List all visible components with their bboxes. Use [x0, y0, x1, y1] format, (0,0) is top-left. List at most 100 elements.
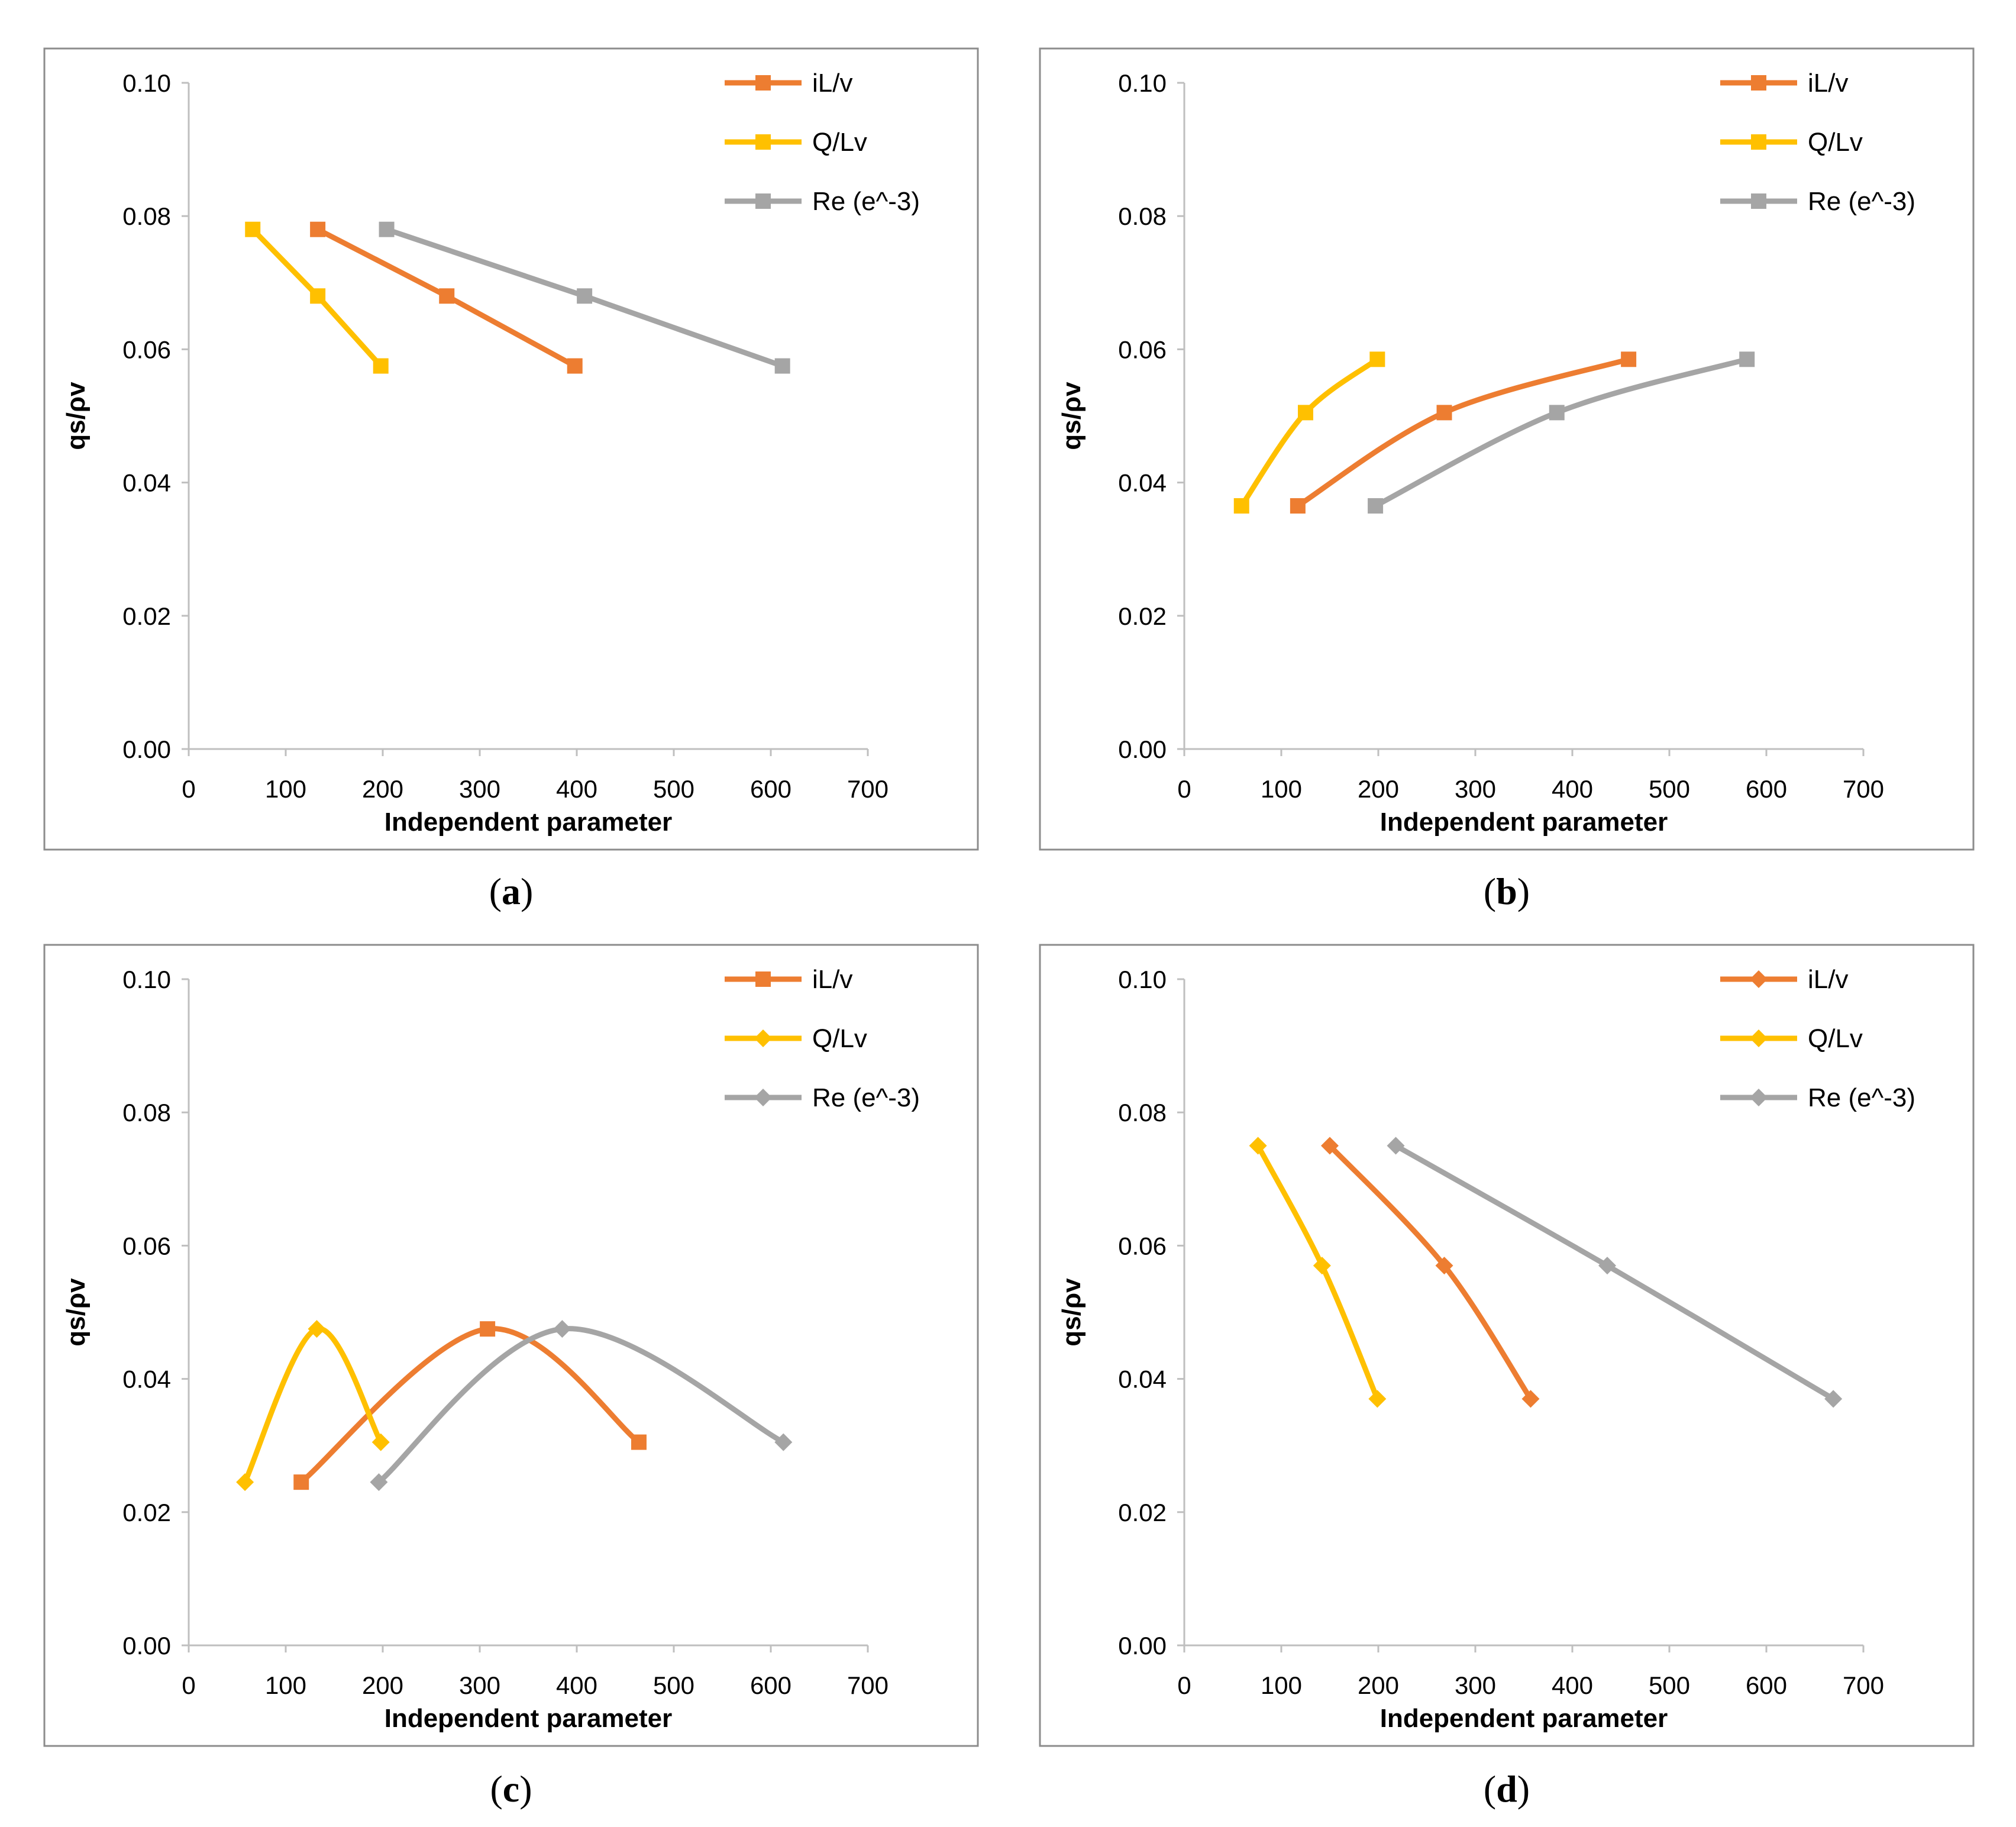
y-tick-label: 0.10	[122, 966, 171, 993]
data-point	[1598, 1257, 1617, 1275]
data-point	[1435, 1257, 1453, 1275]
series-il-v	[310, 221, 583, 374]
legend-marker	[755, 971, 771, 987]
caption-open: (	[1484, 870, 1496, 912]
data-point	[1387, 1137, 1405, 1155]
legend-item: Re (e^-3)	[1720, 1083, 1915, 1112]
data-point	[1368, 498, 1384, 514]
x-tick-label: 100	[265, 775, 306, 803]
series-re-e-3	[370, 1320, 793, 1492]
caption-letter: a	[502, 870, 521, 912]
series-q-lv	[245, 221, 389, 374]
x-tick-label: 200	[1358, 775, 1399, 803]
y-tick-label: 0.00	[122, 735, 171, 763]
x-tick-label: 500	[653, 775, 694, 803]
caption-letter: d	[1496, 1768, 1517, 1810]
caption-open: (	[489, 870, 502, 912]
panel-caption: (c)	[490, 1768, 532, 1810]
legend-marker	[1751, 193, 1766, 209]
legend-marker	[1750, 1029, 1768, 1047]
x-tick-label: 200	[362, 1671, 403, 1699]
legend-label: iL/v	[812, 69, 852, 98]
panel-frame	[1039, 47, 1975, 851]
y-axis-title: qs/ρv	[1057, 382, 1086, 450]
caption-letter: c	[503, 1768, 519, 1810]
panel-caption: (a)	[489, 870, 534, 912]
legend-item: iL/v	[1720, 965, 1848, 994]
caption-close: )	[1517, 1768, 1530, 1810]
y-tick-label: 0.04	[122, 469, 171, 497]
x-tick-label: 400	[556, 1671, 597, 1699]
legend-item: Q/Lv	[725, 128, 867, 157]
legend-item: Q/Lv	[1720, 128, 1863, 157]
x-tick-label: 0	[182, 775, 195, 803]
y-tick-label: 0.04	[1118, 1366, 1167, 1393]
series-q-lv	[1249, 1137, 1387, 1408]
x-tick-label: 300	[459, 775, 500, 803]
data-point	[310, 221, 326, 237]
x-tick-label: 0	[1177, 1671, 1191, 1699]
data-point	[236, 1473, 254, 1492]
series-q-lv	[1233, 351, 1385, 514]
y-tick-label: 0.00	[1118, 735, 1167, 763]
data-point	[379, 221, 395, 237]
data-point	[553, 1320, 571, 1338]
legend-marker	[1750, 970, 1768, 988]
x-tick-label: 400	[1552, 1671, 1593, 1699]
legend-item: Re (e^-3)	[1720, 187, 1915, 216]
legend-marker	[755, 75, 771, 91]
y-tick-label: 0.10	[1118, 966, 1167, 993]
caption-open: (	[490, 1768, 502, 1810]
series-il-v	[1321, 1137, 1540, 1408]
x-tick-label: 200	[362, 775, 403, 803]
y-tick-label: 0.06	[122, 1232, 171, 1260]
data-point	[310, 288, 326, 304]
legend-item: iL/v	[1720, 69, 1848, 98]
panel-frame	[1039, 944, 1975, 1747]
series-re-e-3	[1368, 351, 1755, 514]
x-axis-title: Independent parameter	[1380, 808, 1668, 837]
data-point	[1824, 1390, 1843, 1408]
chart-panel-d: 0.00 0.02 0.04 0.06 0.08 0.10 0 100 200 300 400 500…	[1039, 944, 1975, 1810]
y-tick-label: 0.02	[1118, 602, 1167, 630]
y-tick-label: 0.04	[1118, 469, 1167, 497]
y-tick-label: 0.08	[122, 1099, 171, 1126]
x-tick-label: 100	[1261, 775, 1302, 803]
x-tick-label: 600	[750, 775, 791, 803]
y-tick-label: 0.02	[1118, 1499, 1167, 1526]
legend-label: iL/v	[1808, 965, 1848, 994]
series-q-lv	[236, 1320, 390, 1492]
legend-marker	[1751, 75, 1766, 91]
series-il-v	[1290, 351, 1637, 514]
x-axis-title: Independent parameter	[385, 1704, 673, 1733]
data-point	[1249, 1137, 1267, 1155]
legend-item: Q/Lv	[725, 1024, 867, 1053]
x-axis-title: Independent parameter	[1380, 1704, 1668, 1733]
legend-label: Re (e^-3)	[812, 1083, 920, 1112]
data-point	[373, 358, 389, 374]
data-point	[480, 1321, 496, 1337]
x-tick-label: 300	[1455, 1671, 1496, 1699]
data-point	[1313, 1257, 1331, 1275]
legend-label: Q/Lv	[1808, 128, 1863, 157]
x-tick-label: 0	[182, 1671, 195, 1699]
chart-panel-b: 0.00 0.02 0.04 0.06 0.08 0.10 0 100 200 300 400 500…	[1039, 47, 1975, 912]
data-point	[1739, 351, 1755, 367]
legend-label: Re (e^-3)	[1808, 187, 1915, 216]
legend-label: Q/Lv	[1808, 1024, 1863, 1053]
legend-item: Re (e^-3)	[725, 187, 920, 216]
legend-label: Re (e^-3)	[1808, 1083, 1915, 1112]
y-tick-label: 0.08	[122, 202, 171, 230]
x-tick-label: 100	[265, 1671, 306, 1699]
x-tick-label: 700	[847, 775, 889, 803]
x-tick-label: 200	[1358, 1671, 1399, 1699]
data-point	[774, 1433, 793, 1451]
legend-item: Re (e^-3)	[725, 1083, 920, 1112]
legend-label: iL/v	[812, 965, 852, 994]
legend-item: Q/Lv	[1720, 1024, 1863, 1053]
x-tick-label: 500	[1649, 1671, 1690, 1699]
legend-marker	[754, 1029, 772, 1047]
y-tick-label: 0.08	[1118, 1099, 1167, 1126]
caption-close: )	[519, 1768, 532, 1810]
panel-frame	[43, 47, 979, 851]
